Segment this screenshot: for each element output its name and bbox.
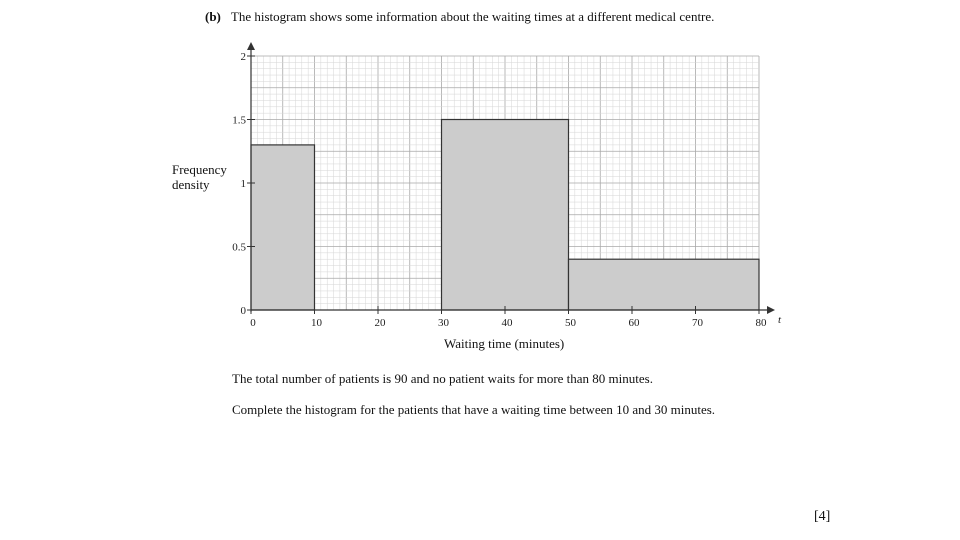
marks-label: [4]	[814, 509, 831, 524]
y-tick-label: 1	[241, 178, 247, 190]
y-tick-label: 0	[241, 305, 247, 317]
statement-instruction: Complete the histogram for the patients …	[232, 402, 716, 417]
question-text: The histogram shows some information abo…	[230, 9, 715, 24]
part-label: (b)	[205, 9, 221, 24]
histogram-bars	[250, 118, 760, 311]
question-line: (b) The histogram shows some information …	[205, 9, 714, 25]
x-tick-label: 70	[692, 317, 704, 329]
x-tick-label: 60	[629, 317, 641, 329]
x-tick-label: 0	[250, 317, 256, 329]
chart-axes: 0 10 20 30 40 50 60 70 80 t 0 0.5 1 1.5 2	[232, 42, 782, 329]
y-axis-label-line-2: density	[172, 177, 210, 192]
x-tick-label: 80	[756, 317, 768, 329]
x-axis-letter: t	[778, 314, 782, 326]
x-tick-label: 20	[375, 317, 387, 329]
y-tick-label: 0.5	[232, 242, 246, 254]
x-axis-label: Waiting time (minutes)	[444, 336, 565, 351]
histogram-bar	[250, 144, 316, 311]
x-tick-label: 30	[438, 317, 450, 329]
x-axis-arrow	[767, 306, 775, 314]
histogram-bar	[440, 118, 570, 311]
x-tick-label: 50	[565, 317, 577, 329]
histogram-bar	[567, 258, 760, 311]
statement-total-patients: The total number of patients is 90 and n…	[232, 371, 653, 386]
y-axis-arrow	[247, 42, 255, 50]
y-axis-label-line-1: Frequency	[172, 162, 227, 177]
y-tick-label: 1.5	[232, 115, 246, 127]
x-tick-label: 10	[311, 317, 323, 329]
x-tick-label: 40	[502, 317, 514, 329]
y-tick-label: 2	[241, 51, 247, 63]
y-axis-label: Frequency density	[172, 162, 227, 192]
